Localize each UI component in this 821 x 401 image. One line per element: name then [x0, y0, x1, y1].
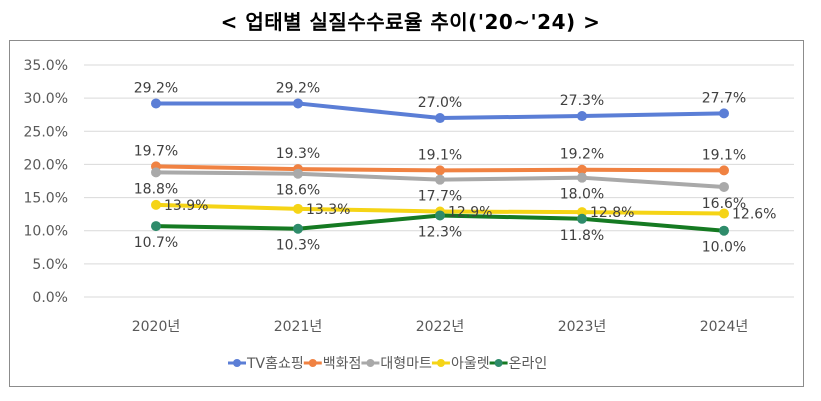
data-label: 27.0% — [418, 95, 462, 111]
data-point-marker — [151, 98, 161, 109]
data-label: 19.1% — [418, 147, 462, 163]
legend-label: TV홈쇼핑 — [246, 356, 304, 372]
data-label: 12.9% — [448, 204, 492, 220]
data-point-marker — [719, 165, 729, 176]
data-label: 11.8% — [560, 228, 604, 244]
legend-label: 아울렛 — [451, 356, 490, 372]
legend-item: 대형마트 — [361, 356, 432, 372]
legend-marker-icon — [436, 359, 445, 367]
data-point-marker — [435, 113, 445, 124]
data-point-marker — [151, 221, 161, 232]
data-label: 10.3% — [276, 238, 320, 254]
data-point-marker — [719, 208, 729, 219]
legend-item: 온라인 — [489, 356, 548, 372]
data-point-marker — [151, 199, 161, 210]
legend-item: 아울렛 — [431, 356, 490, 372]
x-tick-label: 2021년 — [274, 319, 323, 335]
legend-marker-icon — [494, 359, 503, 367]
data-point-marker — [435, 174, 445, 185]
data-label: 10.7% — [134, 235, 178, 251]
legend-item: 백화점 — [303, 356, 362, 372]
y-tick-label: 15.0% — [24, 191, 68, 207]
data-label: 19.1% — [702, 147, 746, 163]
x-tick-label: 2020년 — [132, 319, 181, 335]
data-labels: 29.2% 29.2% 27.0% 27.3% 27.7% 19.7% 19.3% 19.1%… — [134, 80, 777, 255]
y-axis-ticks: 0.0% 5.0% 10.0% 15.0% 20.0% 25.0% 30.0% 35.0% — [24, 58, 68, 306]
data-point-marker — [293, 223, 303, 234]
y-tick-label: 20.0% — [24, 157, 68, 173]
chart-frame — [9, 40, 804, 387]
y-tick-label: 25.0% — [24, 124, 68, 140]
data-label: 19.7% — [134, 143, 178, 159]
data-label: 27.7% — [702, 90, 746, 106]
legend-marker-icon — [366, 359, 375, 367]
data-label: 12.6% — [732, 206, 776, 222]
data-label: 17.7% — [418, 189, 462, 205]
data-label: 18.0% — [560, 187, 604, 203]
legend-marker-icon — [308, 359, 317, 367]
data-label: 27.3% — [560, 93, 604, 109]
data-label: 29.2% — [134, 80, 178, 96]
x-tick-label: 2024년 — [700, 319, 749, 335]
legend: TV홈쇼핑 백화점 대형마트 아울렛 온라인 — [228, 356, 547, 372]
data-label: 13.9% — [164, 198, 208, 214]
data-point-marker — [577, 213, 587, 224]
data-point-marker — [151, 167, 161, 178]
gridlines — [84, 64, 794, 298]
y-tick-label: 10.0% — [24, 224, 68, 240]
data-point-marker — [435, 165, 445, 176]
legend-marker-icon — [233, 359, 241, 367]
x-tick-label: 2022년 — [416, 319, 465, 335]
data-label: 29.2% — [276, 80, 320, 96]
data-label: 18.8% — [134, 181, 178, 197]
data-point-marker — [719, 225, 729, 236]
x-tick-label: 2023년 — [558, 319, 607, 335]
data-point-marker — [577, 111, 587, 122]
data-label: 12.8% — [590, 205, 634, 221]
y-tick-label: 35.0% — [24, 58, 68, 74]
data-point-marker — [293, 203, 303, 214]
data-point-marker — [293, 168, 303, 179]
data-point-marker — [719, 108, 729, 119]
data-point-marker — [719, 181, 729, 192]
data-point-marker — [293, 98, 303, 109]
data-label: 10.0% — [702, 240, 746, 256]
legend-item: TV홈쇼핑 — [228, 356, 304, 372]
x-axis-ticks: 2020년 2021년 2022년 2023년 2024년 — [132, 319, 749, 335]
legend-label: 백화점 — [323, 356, 362, 372]
data-label: 18.6% — [276, 183, 320, 199]
legend-label: 온라인 — [509, 356, 548, 372]
y-tick-label: 5.0% — [32, 257, 68, 273]
data-label: 19.3% — [276, 146, 320, 162]
legend-label: 대형마트 — [380, 356, 432, 372]
chart-title: < 업태별 실질수수료율 추이('20~'24) > — [220, 10, 601, 34]
data-label: 12.3% — [418, 224, 462, 240]
y-tick-label: 0.0% — [32, 290, 68, 306]
data-label: 19.2% — [560, 147, 604, 163]
data-label: 13.3% — [306, 202, 350, 218]
data-point-marker — [577, 164, 587, 175]
data-point-marker — [577, 172, 587, 183]
data-point-marker — [435, 210, 445, 221]
series-lines — [151, 98, 729, 236]
y-tick-label: 30.0% — [24, 91, 68, 107]
data-label: 16.6% — [702, 196, 746, 212]
